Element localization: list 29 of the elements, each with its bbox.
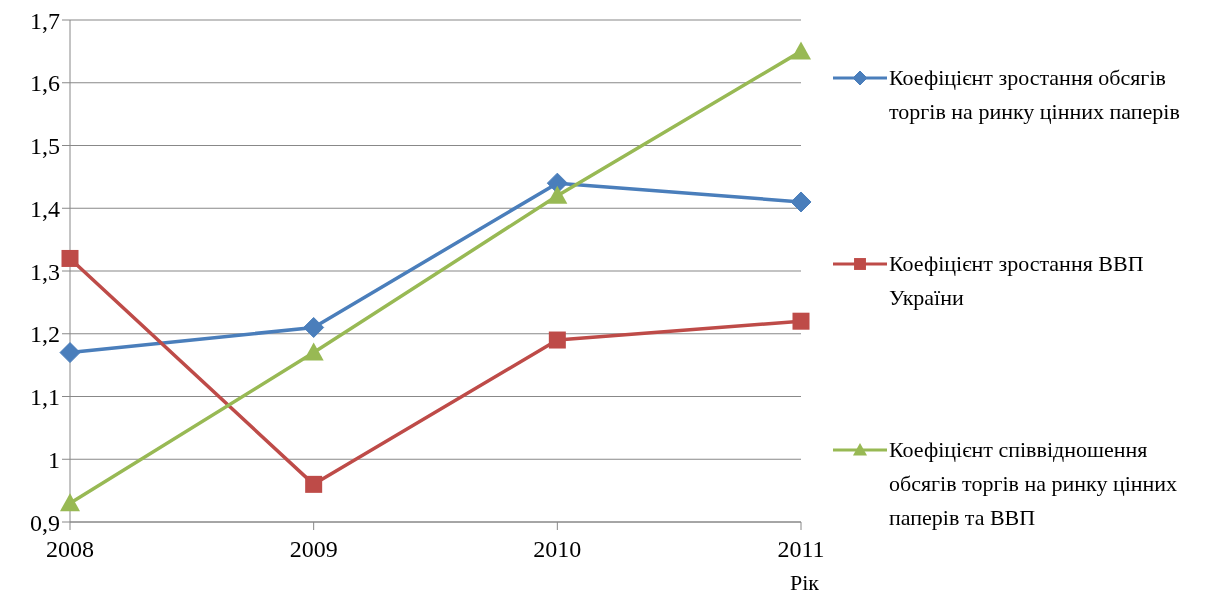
point — [303, 342, 324, 361]
y-tick-label: 1,5 — [30, 133, 60, 160]
legend-label: Коефіцієнт зростання обсягів торгів на ринку цінних паперів — [889, 64, 1181, 126]
y-tick-label: 1,6 — [30, 70, 60, 97]
point — [546, 172, 568, 194]
point — [59, 342, 81, 364]
y-tick-label: 0,9 — [30, 509, 60, 536]
point — [305, 475, 323, 493]
x-tick-label: 2011 — [777, 536, 825, 563]
legend-label: Коефіцієнт зростання ВВП України — [889, 250, 1145, 312]
point — [60, 493, 80, 512]
point — [61, 249, 79, 267]
x-axis-title: Рік — [789, 570, 820, 595]
y-tick-label: 1,4 — [30, 195, 60, 222]
y-tick-label: 1,7 — [30, 7, 60, 34]
y-tick-label: 1 — [48, 446, 60, 473]
point — [548, 331, 566, 349]
x-tick-label: 2008 — [46, 536, 94, 563]
y-tick-label: 1,3 — [30, 258, 60, 285]
legend-label: Коефіцієнт співвідношення обсягів торгів на ринку цінних паперів та ВВП — [889, 436, 1179, 532]
y-tick-label: 1,1 — [30, 384, 60, 411]
point — [547, 185, 568, 204]
point — [303, 316, 325, 338]
point — [790, 191, 812, 213]
point — [791, 41, 811, 60]
x-tick-label: 2009 — [289, 536, 338, 563]
y-tick-label: 1,2 — [30, 321, 60, 348]
x-tick-label: 2010 — [533, 536, 582, 563]
point — [792, 312, 810, 330]
